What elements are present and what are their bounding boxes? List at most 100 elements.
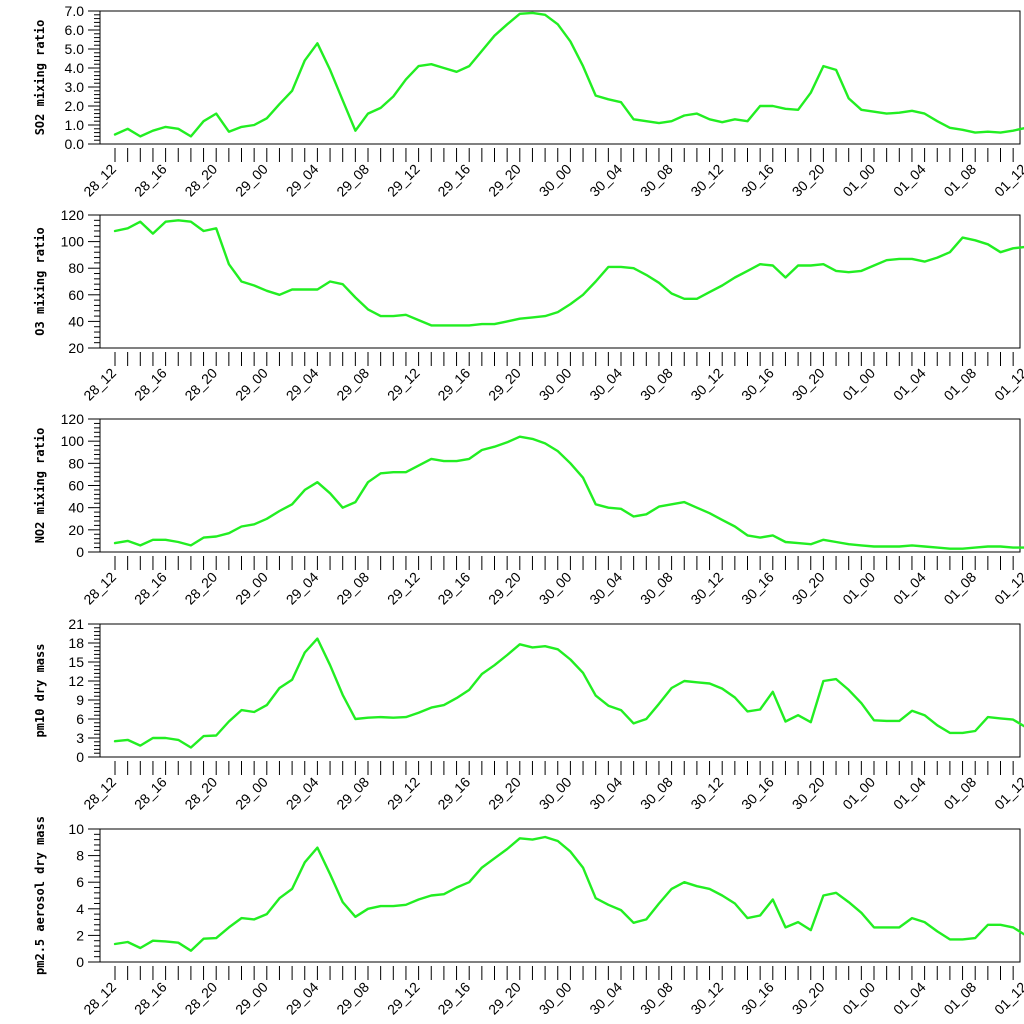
series-line-1 [113,11,1024,138]
x-tick-label: 28_16 [131,569,170,608]
x-tick-label: 28_12 [80,979,119,1018]
x-tick-label: 30_08 [637,365,676,404]
x-tick-label: 29_04 [283,365,322,404]
y-tick-label: 6.0 [65,22,85,38]
y-tick-label: 0 [76,954,84,970]
y-tick-label: 3 [76,730,84,746]
x-tick-label: 29_12 [384,365,423,404]
x-tick-label: 30_12 [687,161,726,200]
x-tick-label: 29_16 [434,161,473,200]
x-tick-label: 01_08 [940,569,979,608]
x-tick-label: 28_12 [80,569,119,608]
x-tick-label: 01_12 [991,161,1024,200]
x-tick-label: 30_08 [637,774,676,813]
x-tick-label: 01_12 [991,979,1024,1018]
x-tick-label: 28_20 [181,365,220,404]
chart-panel-1: 0.0 1.0 2.0 3.0 4.0 5.0 6.0 7.0 SO2 mixing ratio… [33,3,1024,200]
series-line-1 [113,637,1024,749]
y-tick-label: 10 [68,821,84,837]
x-tick-label: 01_08 [940,774,979,813]
x-tick-label: 30_20 [789,161,828,200]
y-tick-label: 60 [68,287,84,303]
x-tick-label: 29_00 [232,979,271,1018]
y-tick-label: 80 [68,455,84,471]
x-tick-label: 01_00 [839,569,878,608]
y-tick-label: 3.0 [65,79,85,95]
y-tick-label: 100 [61,234,85,250]
x-tick-label: 29_12 [384,569,423,608]
x-tick-label: 30_12 [687,979,726,1018]
chart-panel-4: 0 3 6 9 12 15 18 21 pm10 dry mass 28_12 28_16 28_20… [33,616,1024,813]
y-tick-label: 18 [68,635,84,651]
y-tick-label: 0 [76,749,84,765]
plot-frame [99,10,1021,145]
x-tick-label: 28_16 [131,774,170,813]
plot-frame [99,214,1021,349]
x-tick-label: 01_04 [890,979,929,1018]
x-tick-label: 01_04 [890,774,929,813]
x-tick-label: 28_16 [131,161,170,200]
x-tick-label: 29_08 [333,161,372,200]
x-tick-label: 29_20 [485,161,524,200]
x-tick-label: 29_20 [485,365,524,404]
chart-panel-3: 0 20 40 60 80 100 120 NO2 mixing ratio 28_12 28_1… [33,411,1024,608]
y-axis-label: pm2.5 aerosol dry mass [33,816,47,975]
x-tick-label: 29_08 [333,774,372,813]
x-tick-label: 29_08 [333,569,372,608]
x-tick-label: 01_08 [940,365,979,404]
chart-panel-2: 20 40 60 80 100 120 O3 mixing ratio 28_12 28_16 2… [33,207,1024,404]
x-tick-label: 29_12 [384,774,423,813]
x-tick-label: 30_00 [536,774,575,813]
x-tick-label: 28_16 [131,979,170,1018]
y-axis-label: SO2 mixing ratio [33,20,47,136]
x-tick-label: 29_16 [434,365,473,404]
x-tick-label: 29_16 [434,979,473,1018]
y-tick-label: 120 [61,411,85,427]
x-tick-label: 30_08 [637,161,676,200]
y-tick-label: 0 [76,544,84,560]
x-tick-label: 29_04 [283,774,322,813]
y-tick-label: 4 [76,901,84,917]
x-tick-label: 29_00 [232,774,271,813]
x-tick-label: 29_08 [333,979,372,1018]
x-tick-label: 29_04 [283,979,322,1018]
y-tick-label: 2.0 [65,98,85,114]
y-tick-label: 80 [68,260,84,276]
x-tick-label: 28_12 [80,365,119,404]
y-tick-label: 9 [76,692,84,708]
x-tick-label: 30_20 [789,774,828,813]
chart-panel-5: 0 2 4 6 8 10 pm2.5 aerosol dry mass 28_12 28_16 2… [33,816,1024,1018]
x-tick-label: 30_12 [687,774,726,813]
y-tick-label: 15 [68,654,84,670]
x-tick-label: 29_12 [384,161,423,200]
x-tick-label: 30_20 [789,365,828,404]
x-tick-label: 30_00 [536,161,575,200]
x-tick-label: 28_20 [181,774,220,813]
x-tick-label: 01_12 [991,774,1024,813]
x-tick-label: 29_20 [485,774,524,813]
y-tick-label: 40 [68,500,84,516]
x-tick-label: 28_20 [181,569,220,608]
y-tick-label: 0.0 [65,136,85,152]
x-tick-label: 30_00 [536,569,575,608]
series-line-1 [113,435,1024,550]
y-tick-label: 5.0 [65,41,85,57]
x-tick-label: 29_16 [434,774,473,813]
x-tick-label: 29_04 [283,569,322,608]
x-tick-label: 30_16 [738,979,777,1018]
y-tick-label: 21 [68,616,84,632]
x-tick-label: 30_04 [586,979,625,1018]
x-tick-label: 30_16 [738,161,777,200]
y-tick-label: 7.0 [65,3,85,19]
x-tick-label: 30_04 [586,161,625,200]
x-tick-label: 29_20 [485,979,524,1018]
y-tick-label: 20 [68,340,84,356]
x-tick-label: 28_16 [131,365,170,404]
x-tick-label: 29_20 [485,569,524,608]
y-tick-label: 120 [61,207,85,223]
x-tick-label: 30_12 [687,365,726,404]
x-tick-label: 01_08 [940,161,979,200]
x-tick-label: 01_00 [839,161,878,200]
y-axis-label: O3 mixing ratio [33,227,47,335]
